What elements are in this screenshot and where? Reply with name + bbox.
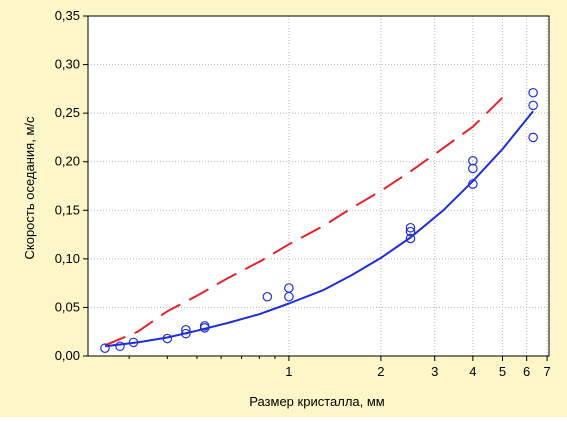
y-tick-label: 0,15 (55, 202, 80, 217)
grid-lines (88, 16, 549, 356)
plot-area (88, 16, 549, 356)
x-tick-label: 4 (469, 364, 476, 379)
data-point (405, 222, 416, 233)
y-axis-label: Скорость оседания, м/с (22, 116, 37, 259)
data-point (284, 283, 294, 293)
fitted-curve (104, 110, 534, 348)
y-tick-label: 0,20 (55, 154, 80, 169)
data-point (405, 226, 416, 237)
data-point (468, 179, 478, 189)
y-axis-ticks: 0,00 0,05 0,10 0,15 0,20 0,25 0,30 0,35 (55, 8, 88, 363)
data-point (115, 341, 125, 352)
y-tick-label: 0,05 (55, 299, 80, 314)
y-tick-label: 0,10 (55, 251, 80, 266)
x-tick-label: 5 (499, 364, 506, 379)
plot-frame (87, 15, 550, 357)
x-tick-label: 7 (544, 364, 551, 379)
data-point (181, 324, 191, 335)
data-point (405, 233, 416, 244)
y-tick-label: 0,25 (55, 105, 80, 120)
y-tick-label: 0,35 (55, 8, 80, 23)
x-tick-label: 2 (377, 364, 384, 379)
x-axis-label: Размер кристалла, мм (249, 394, 385, 409)
data-point (128, 337, 139, 348)
data-point (468, 155, 478, 166)
x-tick-label: 3 (431, 364, 438, 379)
x-tick-label: 1 (285, 364, 292, 379)
data-point (468, 163, 478, 174)
data-point (262, 291, 273, 302)
data-point (199, 321, 210, 331)
data-point (162, 333, 173, 344)
data-point (181, 328, 191, 339)
series-layer (100, 87, 538, 354)
y-tick-label: 0,00 (55, 348, 80, 363)
data-point (528, 87, 538, 98)
data-point (100, 343, 110, 354)
data-point (528, 100, 538, 111)
dashed-curve (104, 96, 504, 347)
data-point (528, 132, 538, 143)
y-tick-label: 0,30 (55, 57, 80, 72)
x-tick-label: 6 (523, 364, 530, 379)
